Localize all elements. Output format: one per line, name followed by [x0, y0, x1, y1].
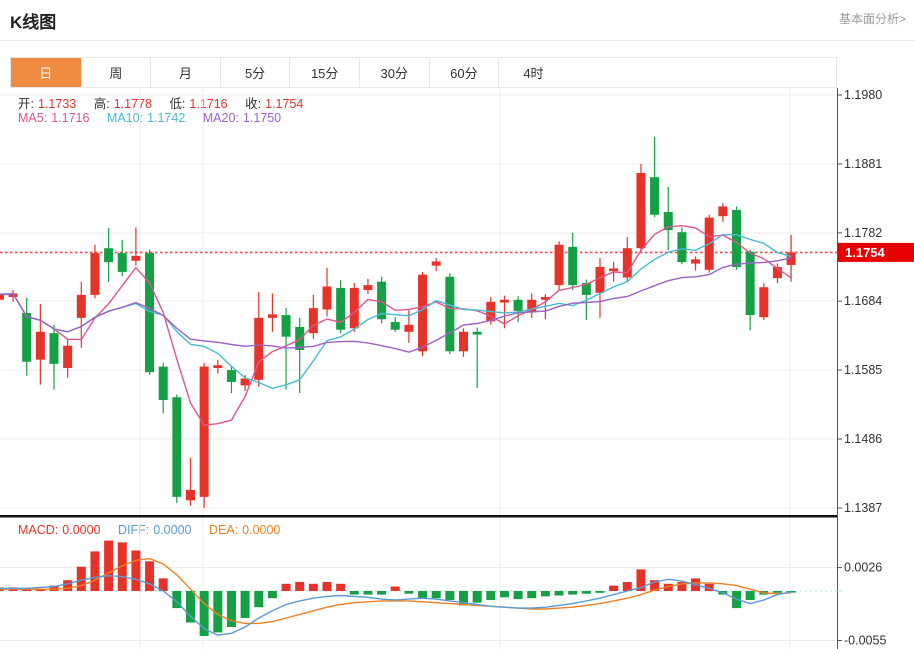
diff-line-group: [0, 574, 792, 636]
ma-legend: MA5: 1.1716 MA10: 1.1742 MA20: 1.1750: [18, 111, 295, 125]
tab-day[interactable]: 日: [11, 58, 81, 87]
y-axis-label: 1.1486: [844, 432, 882, 446]
high-label: 高:: [93, 97, 110, 111]
tab-month[interactable]: 月: [150, 58, 220, 87]
tab-4hour[interactable]: 4时: [498, 58, 568, 87]
page-title: K线图: [10, 13, 57, 32]
y-axis-label: 1.1387: [844, 501, 882, 515]
diff-line: [0, 574, 792, 636]
current-price-tag: 1.1754: [838, 242, 914, 262]
ohlc-legend: 开: 1.1733 高: 1.1778 低: 1.1716 收: 1.1754: [18, 93, 317, 112]
dea-line-group: [0, 557, 792, 625]
current-price-value: 1.1754: [845, 245, 886, 260]
y-axis-label: 1.1881: [844, 157, 882, 171]
diff-value: 0.0000: [153, 523, 192, 537]
tab-week[interactable]: 周: [80, 58, 151, 87]
fundamental-analysis-link[interactable]: 基本面分析>: [838, 12, 906, 26]
ma5-line: [0, 224, 792, 426]
tab-60min[interactable]: 60分: [428, 58, 499, 87]
ma10-value: 1.1742: [147, 111, 186, 125]
tab-15min[interactable]: 15分: [289, 58, 359, 87]
open-value: 1.1733: [37, 97, 77, 111]
ma-lines: [0, 224, 792, 426]
dea-value: 0.0000: [242, 523, 281, 537]
y-axis-label: 1.1585: [844, 363, 882, 377]
macd-axis-label: -0.0055: [844, 634, 886, 648]
period-tabs: 日 周 月 5分 15分 30分 60分 4时: [10, 57, 837, 88]
open-label: 开:: [18, 97, 34, 111]
ma20-value: 1.1750: [242, 111, 282, 125]
price-axis: 1.1980 1.1881 1.1782 1.1684 1.1585 1.1486 1.13…: [837, 88, 886, 649]
macd-legend: MACD: 0.0000 DIFF: 0.0000 DEA: 0.0000: [18, 523, 294, 537]
low-label: 低:: [169, 97, 186, 111]
tab-5min[interactable]: 5分: [219, 58, 290, 87]
macd-label: MACD:: [18, 523, 59, 537]
close-value: 1.1754: [265, 97, 304, 111]
macd-value: 0.0000: [62, 523, 101, 537]
ma5-label: MA5:: [18, 111, 48, 125]
ma10-label: MA10:: [106, 111, 144, 125]
dea-line: [0, 557, 792, 625]
macd-axis-label: 0.0026: [844, 561, 882, 575]
kline-chart-canvas[interactable]: 1.1980 1.1881 1.1782 1.1684 1.1585 1.1486 1.13…: [0, 88, 914, 649]
dea-label: DEA:: [208, 523, 239, 537]
ma-lines: [0, 257, 792, 353]
y-axis-label: 1.1782: [844, 226, 882, 240]
high-value: 1.1778: [113, 97, 152, 111]
header-divider: [0, 40, 914, 41]
y-axis-label: 1.1980: [844, 88, 882, 102]
ma20-label: MA20:: [202, 111, 239, 125]
macd-histogram: [0, 540, 796, 636]
ma5-value: 1.1716: [51, 111, 90, 125]
candles: [0, 136, 796, 508]
tab-30min[interactable]: 30分: [358, 58, 429, 87]
ma20-line: [0, 257, 792, 353]
low-value: 1.1716: [189, 97, 228, 111]
close-label: 收:: [245, 97, 262, 111]
diff-label: DIFF:: [118, 523, 150, 537]
tabs-filler: [568, 58, 836, 87]
y-axis-label: 1.1684: [844, 294, 882, 308]
